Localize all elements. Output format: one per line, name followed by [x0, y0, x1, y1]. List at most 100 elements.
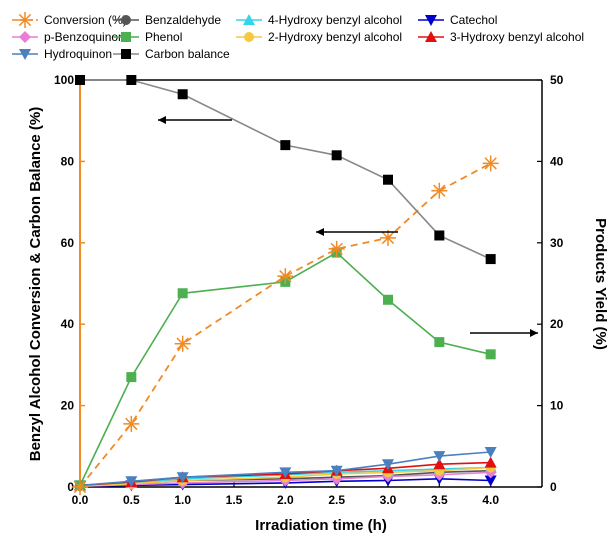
x-tick-label: 2.5	[328, 493, 345, 507]
asterisk-stroke	[18, 13, 32, 27]
data-point	[484, 475, 497, 487]
x-tick-label: 1.5	[226, 493, 243, 507]
arrowhead	[158, 116, 166, 124]
right-y-tick-label: 40	[550, 154, 564, 168]
data-point	[277, 268, 294, 285]
data-point	[383, 174, 393, 185]
conversion-arrow	[316, 228, 398, 236]
series-carbon-balance	[75, 75, 496, 265]
carbon-balance-arrow	[158, 116, 232, 124]
data-point	[125, 476, 138, 488]
data-point	[72, 479, 88, 495]
series-line	[79, 471, 491, 487]
asterisk-stroke	[73, 480, 87, 494]
arrowhead	[530, 329, 538, 337]
series-line	[79, 478, 491, 487]
legend: Conversion (%) Benzaldehyde 4-Hydroxy benz…	[12, 12, 584, 61]
series-line	[79, 466, 491, 487]
legend-item-4-hydroxy-benzyl-alcohol: 4-Hydroxy benzyl alcohol	[236, 13, 402, 27]
left-y-tick-label: 0	[67, 480, 74, 494]
left-y-tick-label: 20	[61, 399, 75, 413]
legend-item-p-benzoquinon: p-Benzoquinon	[12, 30, 125, 44]
series-line	[79, 451, 491, 487]
legend-label: Carbon balance	[145, 47, 230, 61]
legend-label: Hydroquinon	[44, 47, 112, 61]
legend-marker	[425, 15, 437, 26]
axis-arrows	[158, 116, 538, 337]
data-point	[176, 472, 189, 484]
asterisk-stroke	[279, 269, 292, 283]
legend-marker	[121, 32, 131, 42]
right-y-tick-label: 0	[550, 480, 557, 494]
right-y-tick-label: 50	[550, 73, 564, 87]
legend-marker	[244, 32, 254, 42]
asterisk-stroke	[433, 184, 446, 197]
x-tick-label: 0.0	[72, 493, 89, 507]
plot-frame	[79, 79, 543, 488]
asterisk-stroke	[125, 417, 138, 431]
left-y-tick-label: 80	[61, 154, 75, 168]
x-tick-label: 4.0	[482, 493, 499, 507]
data-point	[434, 230, 445, 241]
left-y-tick-label: 100	[54, 73, 74, 87]
data-point	[331, 150, 342, 161]
legend-item-hydroquinon: Hydroquinon	[12, 47, 112, 61]
asterisk-stroke	[330, 242, 343, 256]
products-yield-arrow	[470, 329, 538, 337]
legend-label: 3-Hydroxy benzyl alcohol	[450, 30, 584, 44]
legend-item-conversion: Conversion (%)	[12, 12, 127, 28]
asterisk-stroke	[176, 337, 189, 350]
series-conversion	[72, 155, 499, 495]
data-point	[431, 182, 448, 199]
legend-label: Catechol	[450, 13, 497, 27]
left-y-tick-label: 60	[61, 236, 75, 250]
data-point	[434, 337, 445, 348]
legend-item-catechol: Catechol	[418, 13, 497, 27]
data-point	[280, 140, 291, 151]
data-point	[177, 89, 188, 100]
legend-item-benzaldehyde: Benzaldehyde	[113, 13, 221, 27]
data-point	[75, 75, 85, 85]
data-point	[433, 458, 446, 470]
asterisk-stroke	[484, 157, 497, 170]
left-y-axis-title: Benzyl Alcohol Conversion & Carbon Balan…	[27, 107, 44, 462]
legend-marker	[17, 12, 33, 28]
data-point	[126, 372, 137, 383]
data-point	[484, 456, 497, 468]
legend-item-2-hydroxy-benzyl-alcohol: 2-Hydroxy benzyl alcohol	[236, 30, 402, 44]
data-point	[485, 254, 496, 265]
legend-marker	[121, 49, 131, 59]
series-line	[79, 466, 491, 487]
left-y-axis: 0 20 40 60 80 100	[54, 73, 85, 494]
data-point	[482, 155, 499, 172]
legend-item-3-hydroxy-benzyl-alcohol: 3-Hydroxy benzyl alcohol	[418, 30, 584, 44]
legend-label: p-Benzoquinon	[44, 30, 125, 44]
x-tick-label: 3.0	[380, 493, 397, 507]
legend-label: 2-Hydroxy benzyl alcohol	[268, 30, 402, 44]
legend-marker	[19, 31, 31, 43]
data-point	[123, 415, 140, 432]
legend-label: Conversion (%)	[44, 13, 127, 27]
data-point	[174, 335, 191, 352]
series-layer	[72, 75, 499, 495]
legend-item-carbon-balance: Carbon balance	[113, 47, 230, 61]
asterisk-stroke	[381, 231, 395, 245]
data-point	[485, 349, 496, 360]
data-point	[279, 467, 292, 479]
x-tick-label: 3.5	[431, 493, 448, 507]
legend-label: 4-Hydroxy benzyl alcohol	[268, 13, 402, 27]
data-point	[484, 446, 497, 458]
data-point	[126, 75, 137, 85]
right-y-tick-label: 20	[550, 317, 564, 331]
legend-marker	[19, 49, 31, 60]
arrowhead	[316, 228, 324, 236]
legend-item-phenol: Phenol	[113, 30, 182, 44]
x-tick-label: 2.0	[277, 493, 294, 507]
left-y-tick-label: 40	[61, 317, 75, 331]
series-line	[79, 251, 491, 486]
data-point	[330, 465, 343, 477]
data-point	[328, 240, 345, 257]
data-point	[433, 451, 446, 463]
data-point	[383, 294, 393, 305]
